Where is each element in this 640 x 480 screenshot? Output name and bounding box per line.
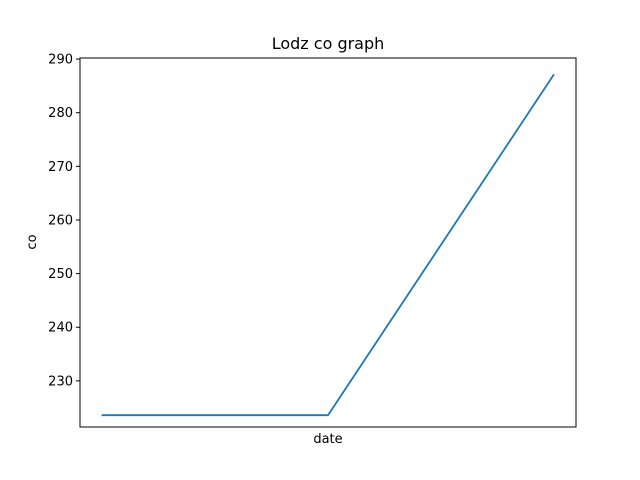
chart-title: Lodz co graph — [272, 34, 385, 53]
y-tick-label: 240 — [48, 321, 73, 336]
y-tick-label: 290 — [48, 53, 73, 68]
y-tick-label: 260 — [48, 213, 73, 228]
y-tick-label: 280 — [48, 106, 73, 121]
y-tick-label: 230 — [48, 374, 73, 389]
y-tick-label: 250 — [48, 267, 73, 282]
y-axis-label: co — [25, 234, 40, 249]
series-line-0 — [101, 73, 555, 417]
y-tick-label: 270 — [48, 160, 73, 175]
plot-area: 230 240 250 260 270 280 290 — [48, 53, 577, 428]
x-axis-label: date — [313, 432, 342, 447]
axes-frame — [79, 57, 577, 428]
